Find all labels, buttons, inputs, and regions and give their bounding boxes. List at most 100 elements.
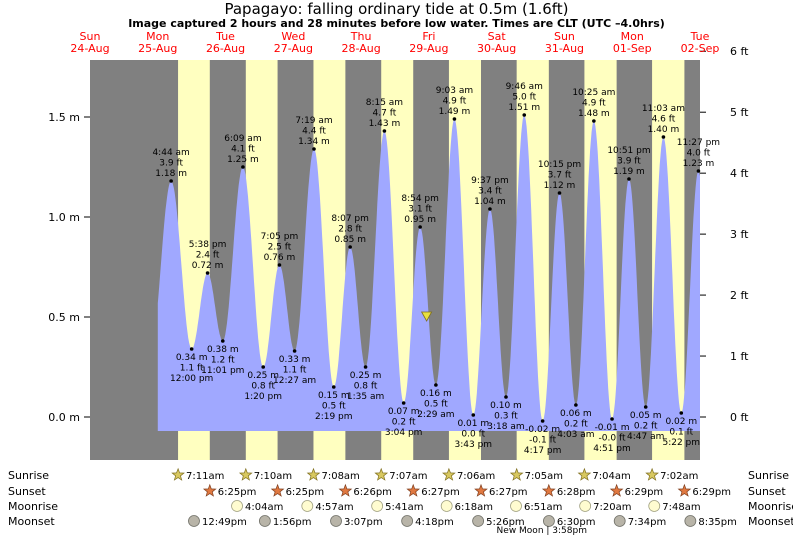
moonrise-icon xyxy=(301,500,314,512)
high-tide-label: 9:46 am xyxy=(506,82,543,92)
low-tide-label: -0.01 m xyxy=(595,423,630,433)
day-date-label: 28-Aug xyxy=(342,42,381,55)
day-name-label: Sun xyxy=(80,30,101,43)
high-tide-point xyxy=(452,117,457,121)
high-tide-label: 2.8 ft xyxy=(338,225,362,235)
low-tide-label: 3:18 am xyxy=(487,422,524,432)
low-tide-label: 0.2 ft xyxy=(392,418,416,428)
y-tick-label-feet: 1 ft xyxy=(730,350,749,363)
low-tide-label: 0.06 m xyxy=(560,409,592,419)
sunset-time: 6:27pm xyxy=(421,487,460,498)
legend-label-left: Moonrise xyxy=(8,500,58,513)
low-tide-label: 4:03 am xyxy=(557,430,594,440)
high-tide-point xyxy=(592,119,596,123)
high-tide-label: 5.0 ft xyxy=(512,93,536,103)
moonset-icon xyxy=(613,515,626,527)
low-tide-label: -0.0 ft xyxy=(599,434,626,444)
high-tide-label: 0.95 m xyxy=(404,215,436,225)
low-tide-point xyxy=(504,395,508,399)
high-tide-label: 3.9 ft xyxy=(617,157,641,167)
low-tide-label: 0.5 ft xyxy=(424,400,448,410)
new-moon-label: New Moon | 3:58pm xyxy=(497,526,587,536)
high-tide-label: 6:09 am xyxy=(224,134,261,144)
high-tide-label: 4:44 am xyxy=(152,148,189,158)
sunset-icon xyxy=(474,483,488,497)
day-date-label: 31-Aug xyxy=(545,42,584,55)
low-tide-label: 3:04 pm xyxy=(385,428,423,438)
moonset-icon xyxy=(472,515,485,527)
high-tide-label: 0.72 m xyxy=(192,261,224,271)
high-tide-point xyxy=(661,135,666,139)
day-name-label: Mon xyxy=(146,30,169,43)
sunrise-icon xyxy=(238,467,253,481)
high-tide-label: 1.43 m xyxy=(369,119,401,129)
high-tide-label: 1.34 m xyxy=(298,137,330,147)
y-tick-label-feet: 6 ft xyxy=(730,45,749,58)
low-tide-point xyxy=(471,413,476,417)
moonrise-icon xyxy=(231,500,243,512)
high-tide-label: 1.19 m xyxy=(613,167,645,177)
high-tide-label: 4.0 ft xyxy=(687,149,711,159)
moonrise-icon xyxy=(371,500,384,512)
moonset-time: 12:49pm xyxy=(202,517,247,528)
day-name-label: Tue xyxy=(690,30,710,43)
moonrise-time: 4:57am xyxy=(315,502,353,513)
day-date-label: 30-Aug xyxy=(477,42,516,55)
low-tide-label: 0.05 m xyxy=(630,411,662,421)
high-tide-label: 1.48 m xyxy=(578,109,610,119)
day-name-label: Fri xyxy=(422,30,435,43)
y-tick-label-metres: 0.0 m xyxy=(48,411,80,424)
high-tide-label: 4.4 ft xyxy=(302,127,326,137)
sunset-time: 6:25pm xyxy=(218,487,257,498)
high-tide-point xyxy=(382,129,387,133)
high-tide-label: 1.51 m xyxy=(508,103,540,113)
day-name-label: Sun xyxy=(554,30,575,43)
high-tide-label: 4.9 ft xyxy=(582,99,606,109)
high-tide-label: 10:25 am xyxy=(572,88,615,98)
low-tide-label: 0.3 ft xyxy=(494,412,518,422)
sunset-time: 6:29pm xyxy=(692,487,731,498)
high-tide-label: 3.4 ft xyxy=(478,187,502,197)
day-date-label: 26-Aug xyxy=(206,42,245,55)
low-tide-point xyxy=(363,365,368,369)
moonset-time: 8:35pm xyxy=(698,517,737,528)
moonset-time: 4:18pm xyxy=(415,517,454,528)
low-tide-label: 2:19 pm xyxy=(315,412,353,422)
high-tide-label: 8:54 pm xyxy=(401,194,439,204)
moonrise-icon xyxy=(440,500,453,512)
high-tide-point xyxy=(312,147,316,151)
legend-label-right: Sunset xyxy=(748,485,786,498)
sunrise-icon xyxy=(509,467,524,481)
y-tick-label-feet: 5 ft xyxy=(730,106,749,119)
moonrise-time: 5:41am xyxy=(385,502,423,513)
moonset-time: 7:34pm xyxy=(628,517,667,528)
moonrise-icon xyxy=(648,500,661,512)
sunset-icon xyxy=(677,483,692,497)
moonset-icon xyxy=(543,515,555,527)
high-tide-label: 4.9 ft xyxy=(443,97,467,107)
low-tide-label: 0.5 ft xyxy=(322,402,346,412)
high-tide-label: 10:51 pm xyxy=(607,146,650,156)
sunrise-icon xyxy=(645,467,659,481)
day-date-label: 02-Sep xyxy=(681,42,720,55)
high-tide-point xyxy=(241,165,245,169)
high-tide-label: 10:15 pm xyxy=(538,160,581,170)
high-tide-point xyxy=(557,191,562,195)
high-tide-label: 7:19 am xyxy=(295,116,332,126)
high-tide-label: 11:27 pm xyxy=(677,138,720,148)
low-tide-label: 0.33 m xyxy=(279,355,311,365)
day-date-label: 29-Aug xyxy=(409,42,448,55)
high-tide-label: 1.12 m xyxy=(544,181,576,191)
sunrise-icon xyxy=(442,467,456,481)
low-tide-label: 3:43 pm xyxy=(455,440,493,450)
moonset-icon xyxy=(684,515,697,527)
low-tide-label: 5:22 pm xyxy=(662,438,700,448)
low-tide-label: 12:27 am xyxy=(273,376,316,386)
high-tide-point xyxy=(169,179,173,183)
high-tide-label: 7:05 pm xyxy=(261,232,299,242)
low-tide-point xyxy=(401,401,406,405)
y-tick-label-feet: 3 ft xyxy=(730,228,749,241)
sunrise-icon xyxy=(171,467,185,481)
low-tide-label: 0.2 ft xyxy=(564,420,588,430)
sunset-time: 6:28pm xyxy=(557,487,596,498)
